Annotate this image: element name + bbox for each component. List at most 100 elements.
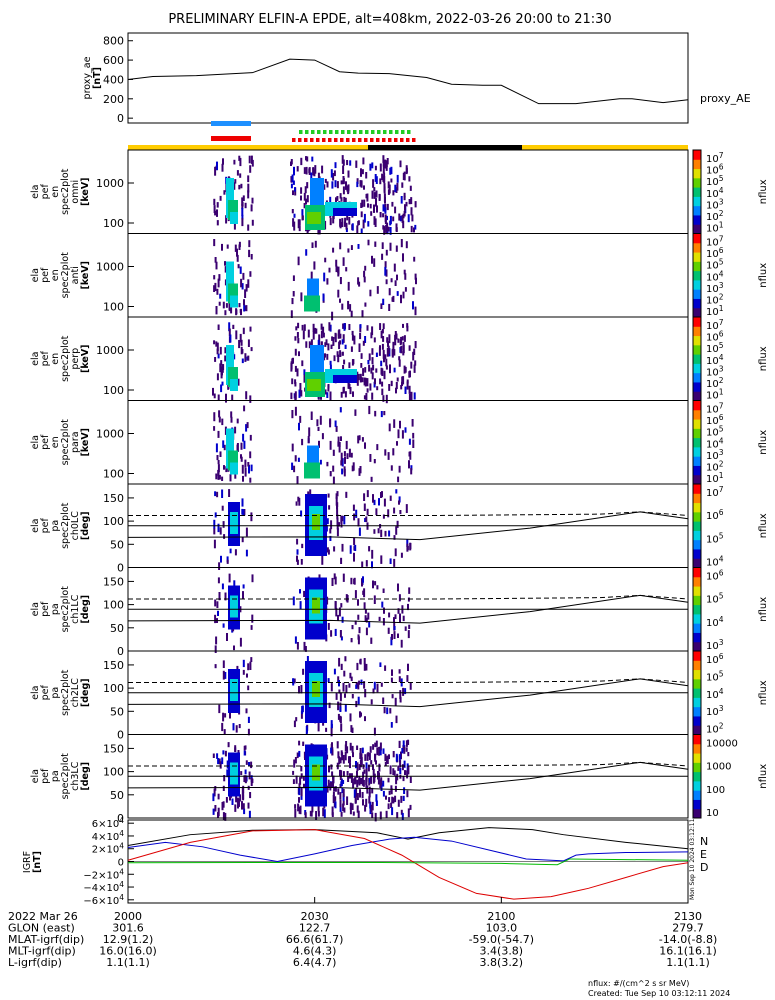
colorbar-tick-label: 102: [706, 376, 724, 390]
spectrogram-pixel: [360, 753, 363, 759]
spectrogram-pixel: [229, 548, 232, 554]
spectrogram-pixel: [294, 336, 297, 341]
panel-frame: [127, 233, 689, 318]
spectrogram-pixel: [388, 423, 391, 432]
spectrogram-pixel: [398, 213, 401, 221]
spectrogram-pixel: [326, 181, 329, 188]
spectrogram-pixel: [298, 351, 300, 357]
red-dot: [406, 138, 410, 142]
spectrogram-pixel: [222, 364, 225, 370]
panel-axis-label-line: ela: [30, 602, 41, 616]
spectrogram-pixel: [380, 682, 383, 687]
spectrogram-pixel: [351, 334, 354, 341]
spectrogram-pixel: [333, 668, 336, 675]
spectrogram-pixel: [404, 427, 407, 433]
spectrogram-pixel: [332, 791, 335, 797]
spectrogram-pixel: [322, 326, 325, 334]
spectrogram-pixel: [410, 391, 413, 401]
spectrogram-pixel: [397, 429, 400, 439]
spectrogram-pixel: [408, 176, 411, 182]
red-dot: [412, 138, 416, 142]
spectrogram-blob: [230, 462, 238, 475]
spectrogram-pixel: [217, 577, 220, 584]
spectrogram-pixel: [343, 515, 346, 525]
spectrogram-pixel: [369, 805, 372, 815]
spectrogram-pixel: [315, 811, 318, 820]
panel-axis-label-line: pa: [50, 770, 61, 782]
spectrogram-pixel: [336, 196, 339, 201]
spectrogram-pixel: [339, 769, 341, 776]
spectrogram-pixel: [250, 778, 253, 786]
spectrogram-pixel: [362, 799, 364, 806]
green-dot: [407, 130, 411, 134]
spectrogram-pixel: [238, 184, 241, 190]
spectrogram-pixel: [229, 474, 232, 482]
ae-tick-label: 400: [103, 73, 124, 86]
colorbar-label: nflux: [758, 680, 769, 705]
spectrogram-pixel: [340, 460, 343, 466]
spectrogram-pixel: [382, 165, 385, 173]
spectrogram-pixel: [320, 341, 323, 349]
spectrogram-pixel: [293, 759, 296, 768]
spectrogram-pixel: [373, 681, 376, 690]
spectrogram-pixel: [224, 261, 226, 266]
spectrogram-blob: [228, 283, 238, 304]
colorbar-tick-label: 106: [706, 330, 724, 344]
spectrogram-pixel: [401, 215, 404, 223]
colorbar-tick-label: 10000: [706, 739, 738, 750]
footer-value: 1.1(1.1): [666, 956, 710, 969]
spectrogram-pixel: [339, 804, 342, 812]
spectrogram-pixel: [371, 392, 374, 400]
spectrogram-blob: [230, 762, 238, 785]
spectrogram-pixel: [387, 341, 389, 347]
spectrogram-pixel: [366, 325, 369, 331]
spectrogram-pixel: [368, 353, 371, 361]
spectrogram-pixel: [296, 538, 299, 545]
spectrogram-pixel: [395, 526, 398, 535]
spectrogram-pixel: [368, 405, 371, 415]
footer-value: 66.6(61.7): [286, 933, 344, 946]
spectrogram-pixel: [342, 323, 345, 329]
spectrogram-pixel: [311, 156, 314, 162]
spectrogram-pixel: [343, 196, 346, 205]
spectrogram-pixel: [345, 685, 348, 694]
y-tick-label: 0: [117, 812, 124, 825]
spectrogram-pixel: [339, 218, 342, 227]
spectrogram-pixel: [299, 415, 302, 423]
spectrogram-pixel: [376, 205, 378, 213]
spectrogram-pixel: [379, 378, 382, 385]
colorbar-tick-label: 105: [706, 174, 724, 188]
red-dot: [400, 138, 404, 142]
spectrogram-pixel: [327, 343, 330, 351]
spectrogram-pixel: [375, 198, 377, 207]
spectrogram-pixel: [332, 215, 335, 224]
spectrogram-pixel: [414, 201, 417, 208]
spectrogram-pixel: [412, 301, 414, 310]
red-dot: [376, 138, 380, 142]
footer-value: 122.7: [299, 922, 331, 935]
spectrogram-pixel: [397, 765, 400, 771]
spectrogram-pixel: [355, 509, 358, 518]
spectrogram-pixel: [394, 614, 397, 619]
spectrogram-pixel: [360, 712, 362, 717]
spectrogram-pixel: [217, 793, 220, 800]
igrf-legend-E: E: [700, 848, 707, 861]
spectrogram-pixel: [387, 627, 390, 634]
spectrogram-pixel: [387, 509, 390, 518]
spectrogram-pixel: [382, 780, 385, 787]
spectrogram-pixel: [390, 278, 393, 283]
spectrogram-pixel: [336, 524, 339, 530]
spectrogram-pixel: [371, 372, 374, 380]
spectrogram-pixel: [213, 340, 216, 345]
spectrogram-pixel: [339, 799, 342, 808]
spectrogram-pixel: [362, 368, 365, 377]
spectrogram-pixel: [247, 462, 250, 467]
spectrogram-pixel: [399, 768, 402, 775]
spectrogram-pixel: [371, 190, 374, 199]
spectrogram-pixel: [341, 752, 344, 761]
spectrogram-pixel: [394, 184, 397, 193]
colorbar-label: nflux: [758, 513, 769, 538]
colorbar-segment: [693, 391, 701, 401]
red-dot: [292, 138, 296, 142]
red-marker: [211, 136, 251, 141]
